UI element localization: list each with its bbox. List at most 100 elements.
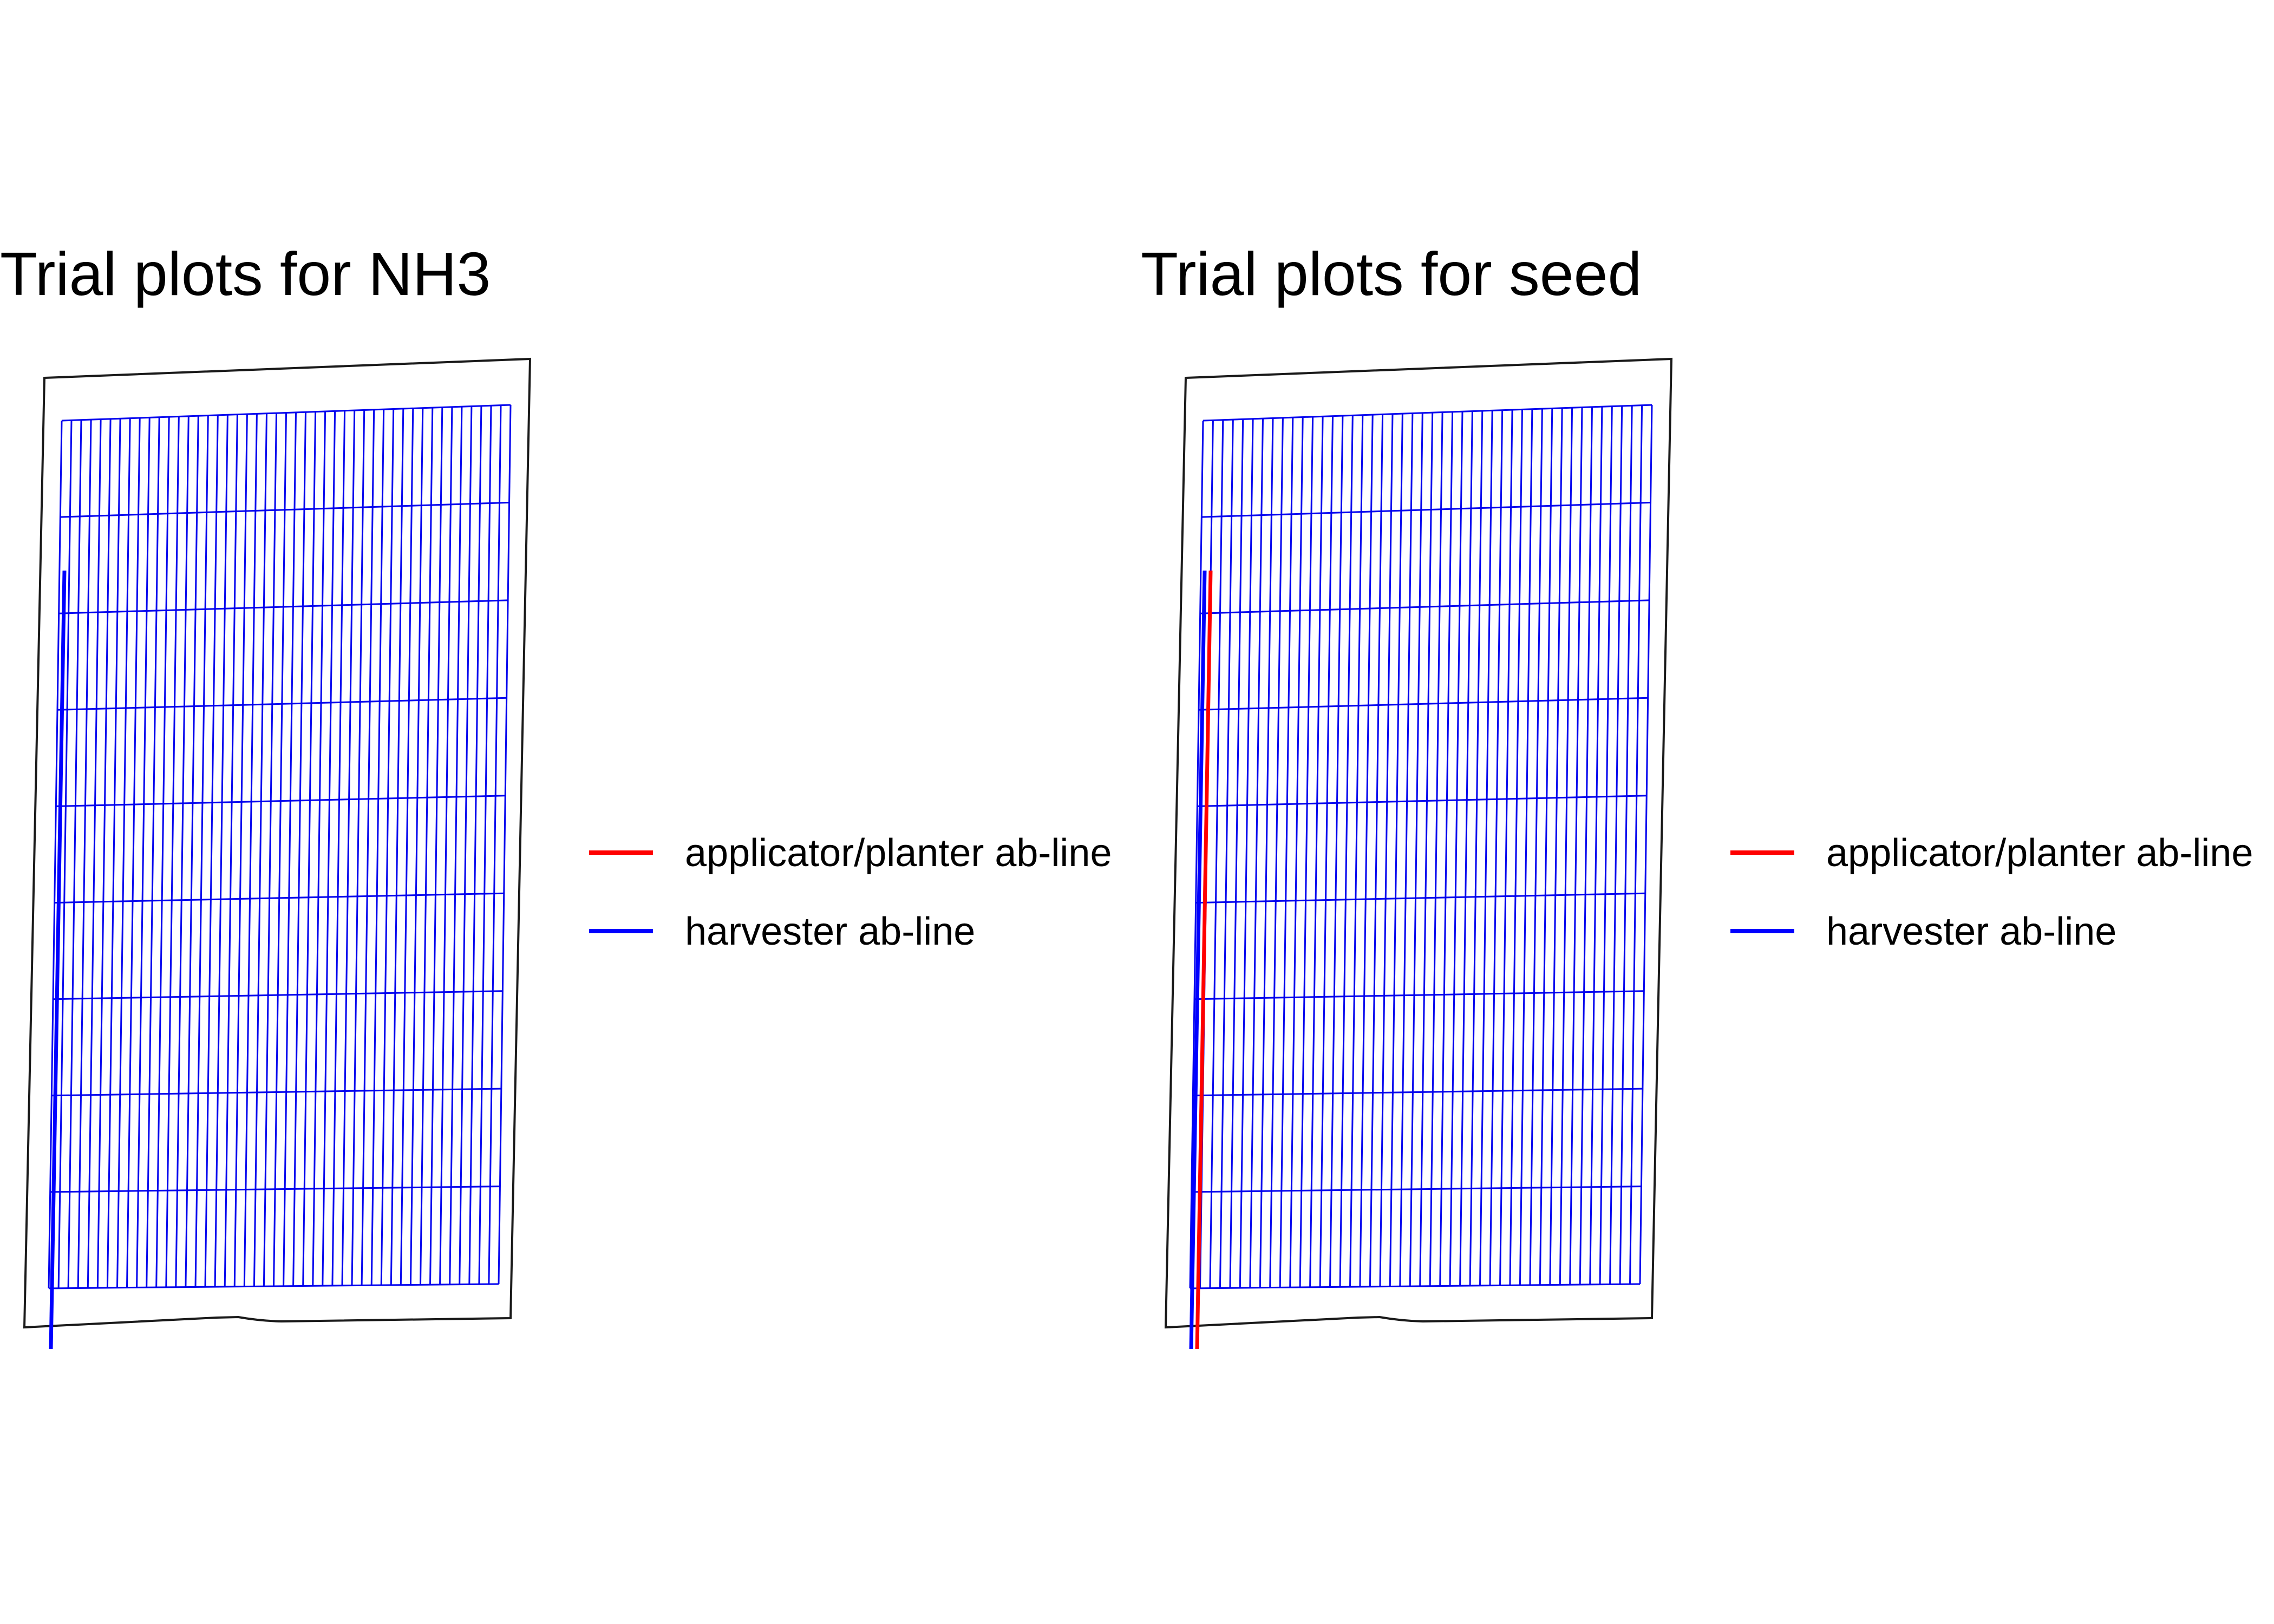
plot-strip-boundary [1429,412,1443,1286]
legend-item-applicator: applicator/planter ab-line [1730,831,2253,875]
plot-strip-boundary [253,413,267,1287]
plot-row-boundary [53,990,503,1000]
plot-grid-seed [1189,404,1653,1289]
plot-strip-boundary [136,417,151,1288]
plot-strip-boundary [1209,420,1224,1288]
plot-strip-boundary [400,408,414,1285]
plot-strip-boundary [263,413,277,1287]
plot-row-boundary [54,892,504,904]
plot-strip-boundary [155,417,170,1288]
plot-strip-boundary [116,418,131,1288]
plot-strip-boundary [370,409,385,1286]
plot-strip-boundary [1189,420,1204,1289]
plot-strip-boundary [1219,420,1234,1288]
plot-strip-boundary [1309,416,1324,1287]
plot-strip-boundary [302,411,317,1286]
plot-strip-boundary [312,411,326,1286]
plot-strip-boundary [390,408,404,1285]
plot-strip-boundary [1249,418,1264,1288]
plot-strip-boundary [185,416,199,1287]
plot-strip-boundary [1349,415,1364,1287]
legend-label-harvester: harvester ab-line [1826,910,2116,953]
plot-strip-boundary [1529,409,1543,1286]
legend-label-applicator: applicator/planter ab-line [685,831,1112,875]
plot-strip-boundary [1459,411,1473,1286]
plot-strip-boundary [1229,419,1244,1288]
plot-strip-boundary [478,405,492,1285]
plot-strip-boundary [67,420,82,1288]
harvester-ab-line-nh3 [49,570,67,1350]
plot-strip-boundary [283,412,297,1286]
plot-row-boundary [57,697,507,711]
plot-strip-boundary [1379,414,1394,1287]
plot-strip-boundary [96,418,112,1288]
plot-strip-boundary [1539,408,1553,1285]
plot-strip-boundary [1339,415,1354,1287]
plot-row-boundary [1191,1186,1642,1193]
plot-row-boundary [1203,404,1652,422]
plot-strip-boundary [1479,410,1493,1286]
plot-strip-boundary [1319,416,1334,1287]
plot-strip-boundary [409,408,424,1285]
plot-strip-boundary [1369,414,1384,1287]
plot-strip-boundary [1409,412,1423,1287]
legend-label-applicator: applicator/planter ab-line [1826,831,2253,875]
plot-strip-boundary [1389,414,1403,1287]
plot-strip-boundary [1589,407,1603,1285]
plot-strip-boundary [1549,408,1563,1285]
plot-row-boundary [1201,501,1651,518]
plot-strip-boundary [1359,414,1374,1287]
plot-row-boundary [58,599,508,614]
plot-strip-boundary [1329,415,1344,1287]
plot-strip-boundary [1449,411,1463,1286]
plot-strip-boundary [1579,407,1593,1285]
plot-row-boundary [56,795,506,807]
field-boundary-nh3 [23,357,532,1329]
plot-strip-boundary [429,407,443,1285]
legend-item-applicator: applicator/planter ab-line [589,831,1112,875]
plot-strip-boundary [87,419,102,1288]
plot-strip-boundary [214,415,228,1287]
plot-strip-boundary [488,405,502,1285]
plot-strip-boundary [459,406,473,1285]
plot-strip-boundary [322,411,336,1286]
plot-strip-boundary [175,416,190,1287]
plot-strip-boundary [351,410,365,1286]
plot-strip-boundary [1419,412,1434,1286]
legend-item-harvester: harvester ab-line [1730,910,2116,953]
plot-strip-boundary [420,407,434,1285]
plot-strip-boundary [77,420,92,1288]
legend-nh3: applicator/planter ab-line harvester ab-… [589,831,1112,953]
plot-strip-boundary [1509,409,1523,1286]
plot-strip-boundary [204,415,219,1287]
plot-strip-boundary [1259,418,1274,1288]
plot-strip-boundary [1639,404,1653,1285]
plot-strip-boundary [498,404,512,1285]
plot-row-boundary [60,501,509,518]
panel-nh3: Trial plots for NH3 applicator/planter a… [0,240,1112,1350]
plot-strip-boundary [273,412,287,1287]
plot-strip-boundary [1439,411,1454,1286]
plot-strip-boundary [1599,406,1613,1285]
plot-strip-boundary [1569,407,1583,1285]
legend-seed: applicator/planter ab-line harvester ab-… [1730,831,2253,953]
plot-strip-boundary [1239,418,1254,1288]
plot-row-boundary [1194,990,1644,1000]
plot-strip-boundary [48,420,63,1289]
plot-strip-boundary [224,414,238,1287]
legend-label-harvester: harvester ab-line [685,910,975,953]
plot-row-boundary [1195,892,1645,904]
plot-strip-boundary [165,416,180,1287]
plot-row-boundary [1198,697,1648,711]
plot-strip-boundary [1519,409,1533,1286]
plot-strip-boundary [449,407,463,1285]
plot-strip-boundary [126,417,141,1288]
panel-title-nh3: Trial plots for NH3 [0,240,491,308]
plot-strip-boundary [1629,405,1643,1285]
plot-strip-boundary [146,417,160,1288]
plot-strip-boundary [439,407,453,1285]
field-map-seed [1164,357,1673,1350]
plot-row-boundary [1190,1283,1641,1289]
applicator-ab-line-seed [1195,570,1213,1350]
